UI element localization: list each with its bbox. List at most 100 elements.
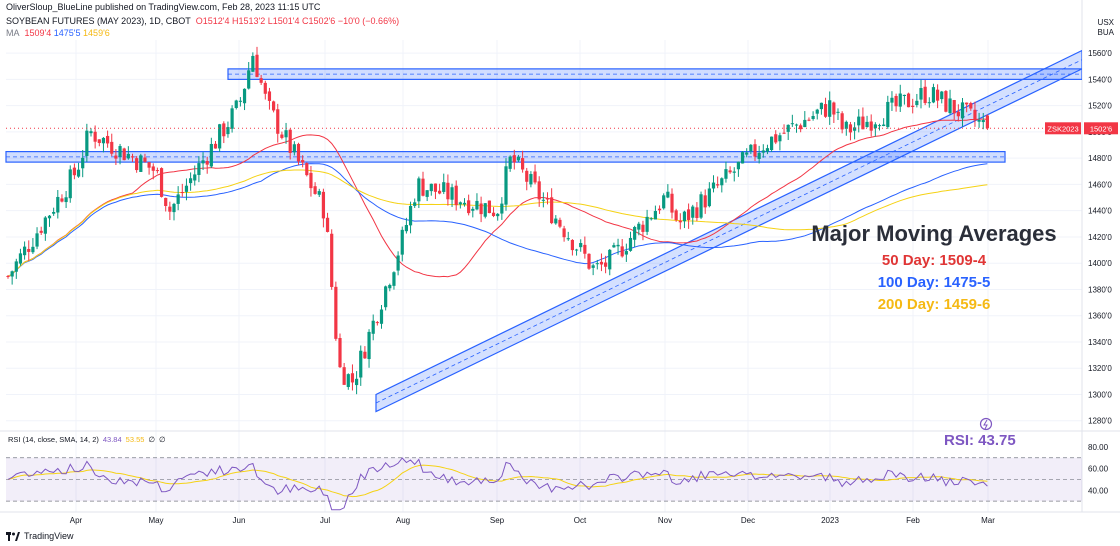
last-price-badge-bg (1084, 122, 1118, 135)
candle-body (616, 244, 620, 247)
candle-down (180, 183, 184, 197)
candle-up (720, 177, 724, 193)
candle-body (703, 195, 707, 208)
candle-up (35, 227, 39, 250)
ohlc-change: −10'0 (−0.66%) (337, 16, 400, 26)
candle-body (898, 93, 902, 107)
candle-up (417, 176, 421, 209)
candle-body (313, 186, 317, 194)
candle-body (832, 102, 836, 115)
candle-body (728, 170, 732, 173)
candle-body (247, 70, 251, 89)
candle-up (251, 52, 255, 73)
candle-up (877, 123, 882, 131)
candle-body (209, 143, 213, 167)
candle-body (296, 143, 301, 162)
price-tick-label: 1280'0 (1088, 417, 1112, 426)
candle-down (433, 183, 438, 200)
candle-up (649, 217, 653, 221)
candle-up (18, 248, 23, 266)
candle-up (711, 175, 716, 193)
currency-label: USX (1097, 18, 1114, 27)
candle-body (774, 134, 778, 143)
candle-down (6, 274, 10, 279)
candle-body (707, 188, 711, 207)
candle-body (620, 246, 624, 257)
candle-body (114, 155, 118, 159)
candle-body (184, 185, 189, 192)
candle-up (442, 173, 446, 195)
candle-body (462, 202, 467, 205)
candle-down (438, 183, 442, 195)
candle-body (400, 229, 404, 255)
candle-up (197, 156, 201, 183)
candle-down (350, 364, 355, 391)
rsi-legend-part: RSI (14, close, SMA, 14, 2) (8, 435, 99, 444)
candle-body (226, 127, 230, 135)
candle-body (699, 194, 703, 218)
candle-up (882, 118, 886, 127)
candle-body (309, 172, 313, 189)
candle-body (919, 88, 923, 100)
candle-down (657, 205, 662, 214)
candle-body (533, 171, 537, 183)
candle-up (645, 209, 649, 236)
candle-body (550, 197, 554, 224)
candle-body (325, 217, 330, 232)
candle-body (272, 101, 276, 111)
candle-down (973, 101, 977, 127)
candle-body (554, 218, 558, 224)
price-tick-label: 1380'0 (1088, 285, 1112, 294)
candle-body (587, 253, 591, 269)
candle-body (936, 89, 940, 101)
candle-up (56, 189, 60, 219)
candle-body (745, 152, 749, 155)
candle-down (321, 188, 325, 228)
candle-up (64, 191, 68, 209)
candle-up (637, 221, 641, 236)
time-tick-label: May (148, 516, 163, 525)
candle-up (790, 114, 794, 127)
candle-up (400, 226, 404, 262)
candle-body (201, 160, 205, 164)
candle-down (479, 196, 483, 223)
candle-body (906, 93, 911, 108)
candle-up (47, 214, 52, 227)
candle-body (367, 331, 371, 360)
tradingview-logo[interactable]: TradingView (6, 531, 74, 541)
candle-body (213, 143, 218, 149)
candle-up (68, 165, 72, 203)
candle-down (525, 167, 529, 191)
candle-body (512, 155, 516, 163)
candle-up (384, 285, 388, 311)
candle-up (209, 137, 213, 169)
candle-down (168, 201, 172, 221)
candle-up (230, 105, 234, 133)
annotation-title: Major Moving Averages (811, 221, 1056, 246)
candle-body (595, 263, 599, 265)
time-tick-label: Jun (233, 516, 246, 525)
candle-body (624, 251, 628, 255)
candle-body (467, 200, 471, 214)
channel-midline (375, 59, 1082, 404)
candle-body (869, 121, 873, 131)
candle-up (139, 153, 143, 172)
candle-body (76, 169, 81, 177)
rsi-legend-part: ∅ (159, 435, 166, 444)
candle-body (853, 127, 857, 131)
candle-body (749, 144, 753, 152)
candle-up (388, 283, 392, 292)
last-price-badge: 1502'6 (1090, 124, 1112, 133)
candle-body (168, 206, 172, 212)
symbol-badge-bg (1045, 122, 1081, 135)
candle-up (591, 263, 595, 276)
candle-up (927, 97, 931, 108)
candle-body (110, 141, 114, 154)
candle-body (653, 211, 657, 220)
price-tick-label: 1460'0 (1088, 180, 1112, 189)
candle-body (828, 100, 832, 117)
candle-body (491, 212, 496, 217)
candle-body (438, 190, 442, 194)
candle-up (595, 259, 599, 270)
